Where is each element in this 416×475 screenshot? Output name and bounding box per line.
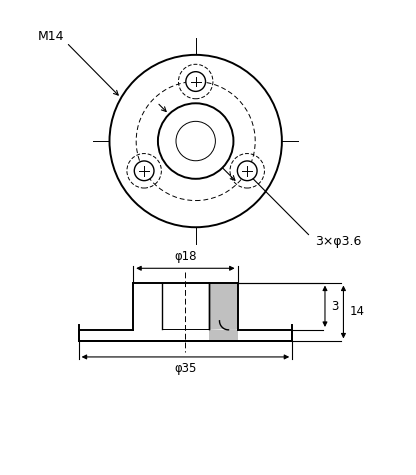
Text: M14: M14 <box>38 30 64 43</box>
Text: 3×φ3.6: 3×φ3.6 <box>315 235 361 248</box>
Circle shape <box>158 103 233 179</box>
Text: 25: 25 <box>190 136 208 150</box>
Circle shape <box>238 161 257 180</box>
Circle shape <box>134 161 154 180</box>
Polygon shape <box>209 321 238 330</box>
Circle shape <box>176 121 215 161</box>
Circle shape <box>186 72 206 91</box>
Text: φ18: φ18 <box>174 250 197 263</box>
Bar <box>209 330 238 342</box>
Text: 3: 3 <box>331 300 339 313</box>
Text: 14: 14 <box>349 305 364 319</box>
Circle shape <box>109 55 282 227</box>
Bar <box>209 283 238 329</box>
Text: φ35: φ35 <box>174 362 197 375</box>
